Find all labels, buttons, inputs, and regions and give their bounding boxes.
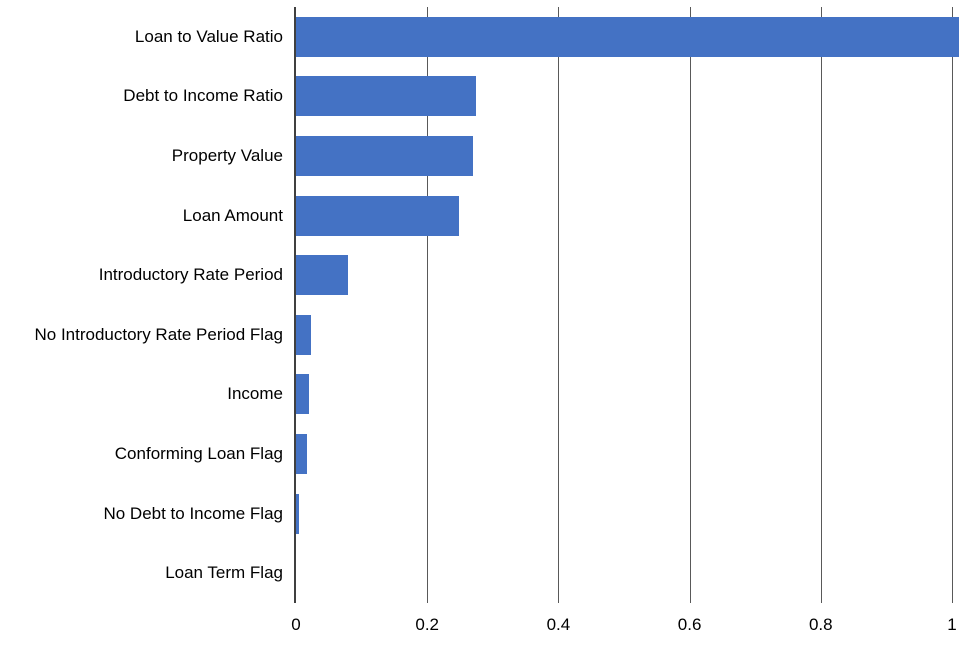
bar	[296, 195, 459, 236]
bar	[296, 16, 959, 57]
bar	[296, 255, 348, 296]
x-tick-label: 0.4	[546, 615, 571, 634]
x-gridline	[689, 7, 691, 603]
category-label: Conforming Loan Flag	[114, 444, 283, 463]
x-tick-label: 0	[291, 615, 301, 634]
category-axis-line	[294, 7, 296, 603]
category-label: No Debt to Income Flag	[103, 503, 283, 523]
category-label: Loan Amount	[182, 205, 283, 225]
x-tick-label: 0.8	[808, 615, 833, 634]
bar	[296, 493, 300, 534]
bar	[296, 76, 477, 117]
x-gridline	[952, 7, 953, 603]
bar	[296, 314, 312, 355]
category-label: Debt to Income Ratio	[123, 86, 283, 106]
category-label: No Introductory Rate Period Flag	[34, 324, 283, 344]
bar	[296, 434, 308, 474]
x-tick-label: 1	[947, 615, 957, 634]
x-gridline	[427, 7, 429, 603]
x-tick-label: 0.2	[415, 615, 439, 634]
bar	[296, 374, 310, 415]
category-label: Loan Term Flag	[165, 563, 283, 583]
category-label: Property Value	[171, 146, 283, 165]
x-gridline	[820, 7, 822, 603]
x-gridline	[558, 7, 560, 603]
category-label: Income	[227, 384, 283, 404]
category-label: Introductory Rate Period	[98, 265, 283, 285]
x-tick-label: 0.6	[677, 615, 702, 634]
bar	[296, 136, 474, 176]
category-label: Loan to Value Ratio	[134, 26, 283, 46]
